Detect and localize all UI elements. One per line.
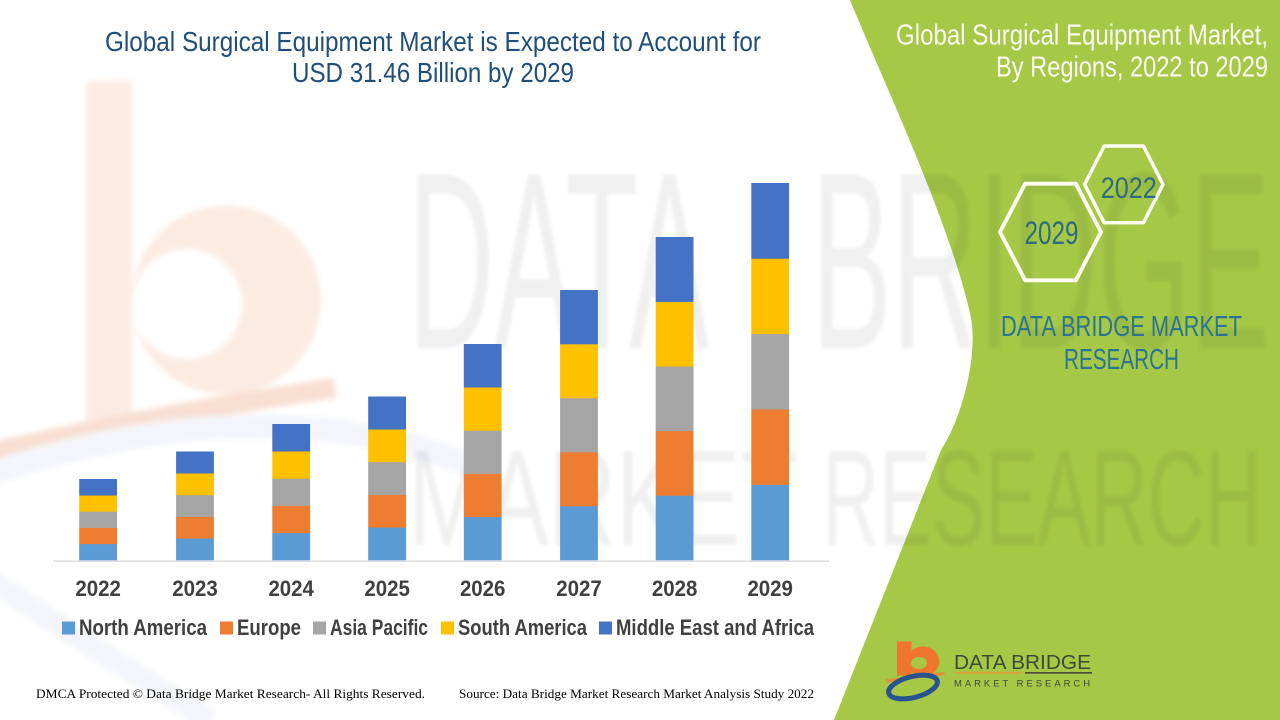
svg-text:2022: 2022 <box>75 576 121 601</box>
svg-text:Middle East and Africa: Middle East and Africa <box>616 615 815 640</box>
svg-text:2029: 2029 <box>747 576 793 601</box>
svg-text:By Regions, 2022 to 2029: By Regions, 2022 to 2029 <box>996 52 1268 84</box>
svg-text:Global Surgical Equipment Mark: Global Surgical Equipment Market, <box>896 20 1268 52</box>
svg-text:2022: 2022 <box>1101 172 1157 205</box>
svg-text:USD 31.46 Billion by 2029: USD 31.46 Billion by 2029 <box>292 57 574 88</box>
svg-text:DATA BRIDGE: DATA BRIDGE <box>954 651 1091 674</box>
svg-text:2028: 2028 <box>652 576 698 601</box>
svg-text:Europe: Europe <box>237 615 301 640</box>
svg-text:Global Surgical Equipment Mark: Global Surgical Equipment Market is Expe… <box>105 26 761 57</box>
svg-text:2025: 2025 <box>364 576 410 601</box>
svg-text:DATA BRIDGE MARKET: DATA BRIDGE MARKET <box>1001 311 1242 343</box>
svg-text:BRIDGE: BRIDGE <box>812 121 1270 402</box>
svg-text:Asia Pacific: Asia Pacific <box>330 615 428 640</box>
svg-text:South America: South America <box>458 615 588 640</box>
svg-text:DMCA Protected © Data Bridge M: DMCA Protected © Data Bridge Market Rese… <box>36 687 425 701</box>
svg-text:2027: 2027 <box>556 576 602 601</box>
svg-text:MARKET RESEARCH: MARKET RESEARCH <box>954 679 1093 690</box>
svg-text:RESEARCH: RESEARCH <box>1064 344 1179 376</box>
svg-text:2029: 2029 <box>1025 215 1079 251</box>
svg-text:Source: Data Bridge Market Res: Source: Data Bridge Market Research Mark… <box>459 687 814 701</box>
svg-text:2023: 2023 <box>172 576 218 601</box>
svg-text:2026: 2026 <box>460 576 506 601</box>
svg-text:North America: North America <box>79 615 208 640</box>
svg-text:2024: 2024 <box>268 576 314 601</box>
svg-text:RESEARCH: RESEARCH <box>822 422 1262 574</box>
